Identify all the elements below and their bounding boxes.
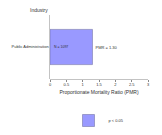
svg-text:0.5: 0.5 (64, 82, 70, 87)
svg-text:PMR = 1.30: PMR = 1.30 (95, 45, 117, 50)
svg-text:N = 1097: N = 1097 (54, 45, 68, 49)
svg-text:1: 1 (82, 82, 85, 87)
svg-text:0: 0 (49, 82, 52, 87)
svg-text:Industry: Industry (30, 7, 48, 13)
svg-text:Proportionate Mortality Ratio: Proportionate Mortality Ratio (PMR) (59, 89, 139, 95)
svg-text:p < 0.05: p < 0.05 (109, 118, 124, 123)
svg-text:Public Administration: Public Administration (12, 44, 49, 49)
svg-text:2.5: 2.5 (129, 82, 135, 87)
svg-text:3: 3 (147, 82, 150, 87)
svg-text:2: 2 (114, 82, 117, 87)
svg-text:1.5: 1.5 (96, 82, 102, 87)
